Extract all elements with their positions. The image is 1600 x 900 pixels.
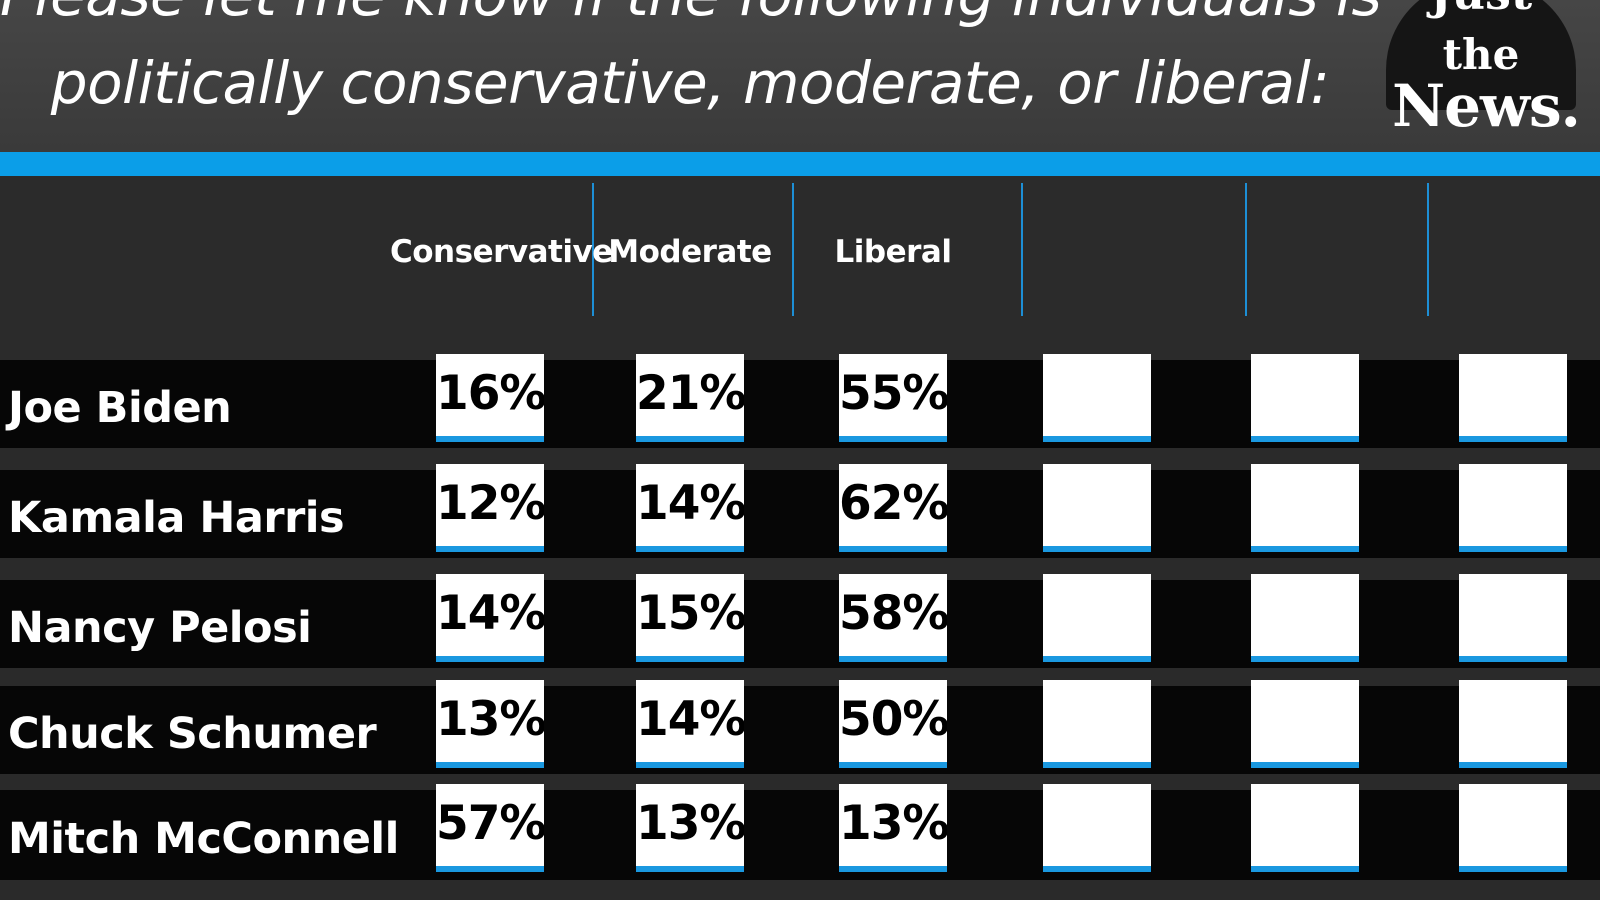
- value-cell-empty: [1459, 574, 1567, 662]
- value-cell-empty: [1043, 574, 1151, 662]
- table-row: Mitch McConnell 57% 13% 13%: [0, 784, 1600, 880]
- row-label: Chuck Schumer: [8, 709, 377, 759]
- value-cell-empty: [1459, 464, 1567, 552]
- value-cell-empty: [1459, 680, 1567, 768]
- value-cell-empty: [1043, 354, 1151, 442]
- value-cell: 12%: [436, 464, 544, 552]
- value-cell: 14%: [636, 680, 744, 768]
- capitol-dome-logo-shape: [1386, 0, 1576, 110]
- value-cell-empty: [1251, 464, 1359, 552]
- value-cell: 50%: [839, 680, 947, 768]
- column-header-empty-3: [1022, 228, 1172, 276]
- value-cell-empty: [1251, 574, 1359, 662]
- value-cell: 55%: [839, 354, 947, 442]
- value-cell: 16%: [436, 354, 544, 442]
- accent-divider: [0, 152, 1600, 176]
- column-header-area: [0, 176, 1600, 362]
- row-label: Kamala Harris: [8, 493, 345, 543]
- column-divider: [1245, 183, 1247, 316]
- row-label: Joe Biden: [8, 383, 232, 433]
- table-row: Nancy Pelosi 14% 15% 58%: [0, 574, 1600, 668]
- value-cell: 13%: [636, 784, 744, 872]
- column-header-moderate: Moderate: [608, 234, 772, 270]
- row-label: Nancy Pelosi: [8, 603, 312, 653]
- value-cell-empty: [1459, 354, 1567, 442]
- table-row: Chuck Schumer 13% 14% 50%: [0, 680, 1600, 774]
- value-cell: 15%: [636, 574, 744, 662]
- value-cell: 13%: [839, 784, 947, 872]
- logo-word-2: the: [1442, 30, 1520, 79]
- value-cell-empty: [1043, 680, 1151, 768]
- value-cell-empty: [1251, 354, 1359, 442]
- title-line-1: Please let me know if the following indi…: [0, 0, 1382, 30]
- value-cell: 62%: [839, 464, 947, 552]
- column-header-empty-5: [1438, 228, 1588, 276]
- header: Please let me know if the following indi…: [0, 0, 1600, 152]
- logo-word-1: Just: [1396, 0, 1566, 20]
- logo-word-3: News.: [1392, 72, 1581, 140]
- value-cell-empty: [1043, 464, 1151, 552]
- row-label: Mitch McConnell: [8, 814, 399, 864]
- value-cell: 13%: [436, 680, 544, 768]
- value-cell-empty: [1459, 784, 1567, 872]
- just-the-news-logo: Just the News.: [1384, 0, 1600, 140]
- value-cell: 14%: [636, 464, 744, 552]
- value-cell-empty: [1251, 784, 1359, 872]
- value-cell: 57%: [436, 784, 544, 872]
- column-divider: [792, 183, 794, 316]
- column-header-liberal: Liberal: [834, 234, 952, 270]
- column-header-conservative: Conservative: [390, 234, 613, 270]
- column-divider: [1021, 183, 1023, 316]
- column-divider: [1427, 183, 1429, 316]
- value-cell-empty: [1043, 784, 1151, 872]
- title-line-2: politically conservative, moderate, or l…: [50, 49, 1330, 117]
- column-header-empty-4: [1230, 228, 1380, 276]
- value-cell-empty: [1251, 680, 1359, 768]
- table-row: Kamala Harris 12% 14% 62%: [0, 464, 1600, 558]
- value-cell: 21%: [636, 354, 744, 442]
- value-cell: 58%: [839, 574, 947, 662]
- table-row: Joe Biden 16% 21% 55%: [0, 354, 1600, 448]
- value-cell: 14%: [436, 574, 544, 662]
- column-divider: [592, 183, 594, 316]
